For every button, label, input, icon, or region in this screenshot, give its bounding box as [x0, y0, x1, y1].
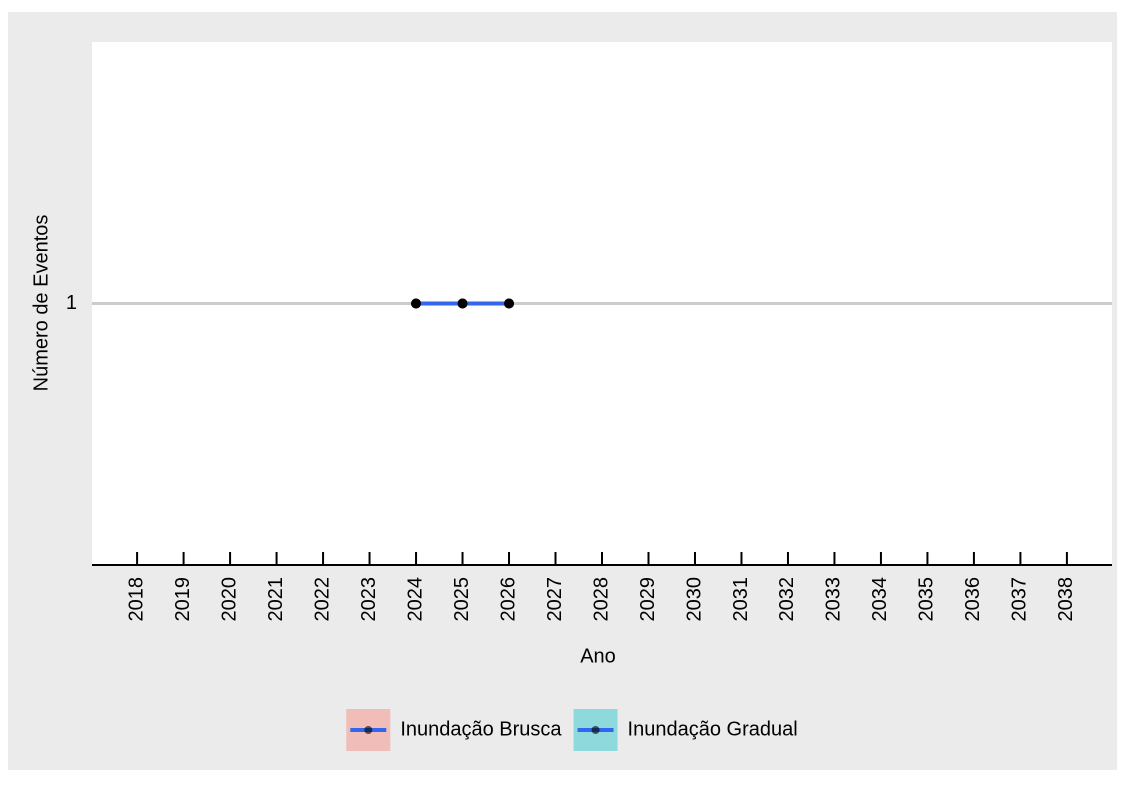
- x-tick-label: 2025: [451, 577, 473, 622]
- x-tick-label: 2036: [962, 577, 984, 622]
- x-tick-label: 2018: [125, 577, 147, 622]
- x-axis-label: Ano: [580, 645, 616, 667]
- legend-label: Inundação Brusca: [400, 718, 562, 740]
- x-tick-label: 2022: [311, 577, 333, 622]
- x-tick-label: 2028: [590, 577, 612, 622]
- legend-key-point: [364, 726, 373, 734]
- x-tick-label: 2032: [776, 577, 798, 622]
- data-point: [411, 298, 422, 309]
- x-tick-label: 2023: [358, 577, 380, 622]
- x-tick-label: 2020: [218, 577, 240, 622]
- x-tick-label: 2038: [1055, 577, 1077, 622]
- data-point: [504, 298, 515, 309]
- x-tick-label: 2019: [172, 577, 194, 622]
- x-tick-label: 2021: [265, 577, 287, 622]
- data-point: [457, 298, 468, 309]
- x-tick-label: 2035: [916, 577, 938, 622]
- x-tick-label: 2033: [823, 577, 845, 622]
- y-axis-label: Número de Eventos: [30, 215, 52, 392]
- x-tick-label: 2034: [869, 577, 891, 622]
- x-tick-label: 2037: [1009, 577, 1031, 622]
- legend-label: Inundação Gradual: [628, 718, 798, 740]
- x-tick-label: 2029: [637, 577, 659, 622]
- x-tick-label: 2026: [497, 577, 519, 622]
- x-tick-label: 2024: [404, 577, 426, 622]
- x-tick-label: 2030: [683, 577, 705, 622]
- x-tick-label: 2031: [730, 577, 752, 622]
- x-tick-label: 2027: [544, 577, 566, 622]
- legend-key-point: [591, 726, 600, 734]
- y-tick-label: 1: [66, 292, 77, 314]
